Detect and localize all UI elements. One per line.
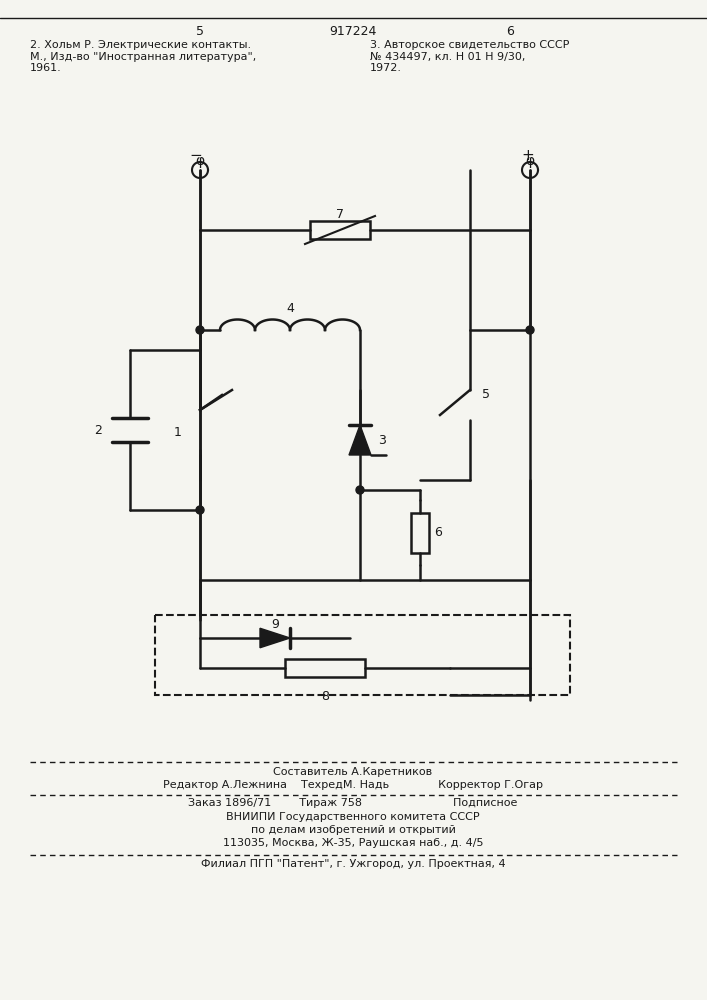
Text: 5: 5: [196, 25, 204, 38]
Text: Заказ 1896/71        Тираж 758                          Подписное: Заказ 1896/71 Тираж 758 Подписное: [188, 798, 518, 808]
Text: φ: φ: [195, 154, 204, 168]
Text: 1: 1: [174, 426, 182, 439]
Text: Составитель А.Каретников: Составитель А.Каретников: [274, 767, 433, 777]
Text: 917224: 917224: [329, 25, 377, 38]
Text: φ: φ: [525, 154, 534, 168]
Text: 9: 9: [271, 618, 279, 631]
Text: 4: 4: [286, 302, 294, 315]
Text: Филиал ПГП "Патент", г. Ужгород, ул. Проектная, 4: Филиал ПГП "Патент", г. Ужгород, ул. Про…: [201, 859, 506, 869]
Circle shape: [196, 326, 204, 334]
Text: Редактор А.Лежнина    ТехредМ. Надь              Корректор Г.Огар: Редактор А.Лежнина ТехредМ. Надь Коррект…: [163, 780, 543, 790]
Text: 8: 8: [321, 690, 329, 703]
Text: 6: 6: [434, 526, 442, 539]
Text: 6: 6: [506, 25, 514, 38]
Polygon shape: [260, 628, 290, 648]
Circle shape: [356, 486, 364, 494]
Bar: [285, 659, 365, 677]
Circle shape: [526, 326, 534, 334]
Bar: [155, 615, 570, 695]
Text: +: +: [522, 148, 534, 163]
Polygon shape: [349, 425, 371, 455]
Text: 5: 5: [482, 388, 490, 401]
Text: 113035, Москва, Ж-35, Раушская наб., д. 4/5: 113035, Москва, Ж-35, Раушская наб., д. …: [223, 838, 484, 848]
Text: −: −: [189, 148, 202, 163]
Text: 2. Хольм Р. Электрические контакты.
М., Изд-во "Иностранная литература",
1961.: 2. Хольм Р. Электрические контакты. М., …: [30, 40, 256, 73]
Text: ВНИИПИ Государственного комитета СССР: ВНИИПИ Государственного комитета СССР: [226, 812, 480, 822]
Text: по делам изобретений и открытий: по делам изобретений и открытий: [250, 825, 455, 835]
Bar: [411, 512, 429, 552]
Circle shape: [196, 506, 204, 514]
Text: 7: 7: [336, 208, 344, 221]
Text: 3. Авторское свидетельство СССР
№ 434497, кл. Н 01 Н 9/30,
1972.: 3. Авторское свидетельство СССР № 434497…: [370, 40, 569, 73]
Bar: [310, 221, 370, 239]
Text: 2: 2: [94, 424, 102, 436]
Text: 3: 3: [378, 434, 386, 446]
